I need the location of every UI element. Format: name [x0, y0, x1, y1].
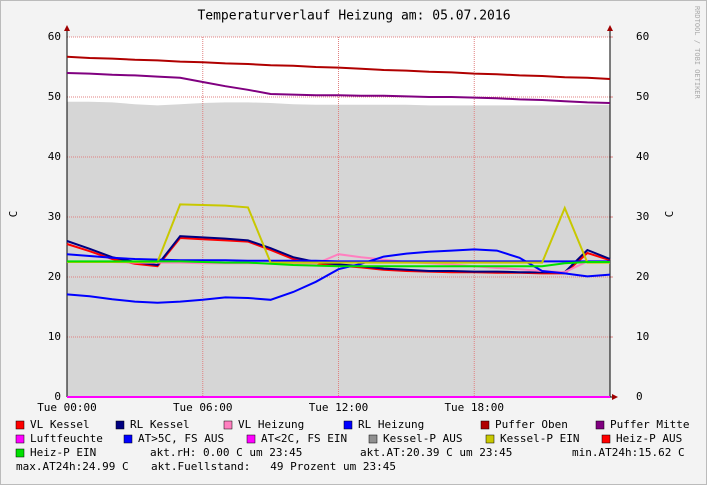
legend-label: AT>5C, FS AUS — [138, 432, 224, 445]
legend-label: Luftfeuchte — [30, 432, 103, 445]
y2-tick-label: 30 — [636, 210, 649, 223]
series-line — [66, 55, 611, 80]
legend-swatch — [223, 420, 233, 430]
legend-label: Heiz-P AUS — [616, 432, 682, 445]
legend-label: RL Heizung — [358, 418, 424, 431]
axis-arrow — [612, 394, 618, 400]
legend-swatch — [601, 434, 611, 444]
legend-label: VL Heizung — [238, 418, 304, 431]
x-tick-label: Tue 06:00 — [173, 401, 233, 414]
y2-tick-label: 10 — [636, 330, 649, 343]
y2-tick-label: 60 — [636, 30, 649, 43]
y-tick-label: 30 — [48, 210, 61, 223]
legend-label: Kessel-P EIN — [500, 432, 579, 445]
series-line — [66, 72, 611, 104]
series-line — [66, 235, 611, 274]
legend-label: Heiz-P EIN — [30, 446, 96, 459]
legend-label: Puffer Mitte — [610, 418, 689, 431]
annotation: akt.AT:20.39 C um 23:45 — [360, 446, 512, 459]
legend-swatch — [123, 434, 133, 444]
legend-swatch — [15, 434, 25, 444]
y2-tick-label: 0 — [636, 390, 643, 403]
series-line — [67, 260, 610, 268]
y2-tick-label: 20 — [636, 270, 649, 283]
series-line — [66, 248, 611, 304]
chart-title: Temperaturverlauf Heizung am: 05.07.2016 — [197, 9, 510, 24]
x-tick-label: Tue 18:00 — [444, 401, 504, 414]
legend-swatch — [485, 434, 495, 444]
y-tick-label: 0 — [54, 390, 61, 403]
legend-swatch — [15, 448, 25, 458]
annotation: max.AT24h:24.99 C — [16, 460, 129, 473]
annotation: akt.Fuellstand: 49 Prozent um 23:45 — [151, 460, 396, 473]
legend-label: AT<2C, FS EIN — [261, 432, 347, 445]
y-tick-label: 20 — [48, 270, 61, 283]
y2-tick-label: 50 — [636, 90, 649, 103]
legend-swatch — [595, 420, 605, 430]
legend-swatch — [246, 434, 256, 444]
x-tick-label: Tue 12:00 — [309, 401, 369, 414]
legend-swatch — [368, 434, 378, 444]
x-tick-label: Tue 00:00 — [37, 401, 97, 414]
annotation: akt.rH: 0.00 C um 23:45 — [150, 446, 302, 459]
axis-arrow — [64, 25, 70, 31]
legend-swatch — [15, 420, 25, 430]
legend-label: VL Kessel — [30, 418, 90, 431]
y2-axis-label: C — [663, 211, 676, 218]
watermark: RRDTOOL / TOBI OETIKER — [693, 6, 701, 100]
legend-swatch — [343, 420, 353, 430]
y-tick-label: 50 — [48, 90, 61, 103]
legend-swatch — [480, 420, 490, 430]
y-tick-label: 40 — [48, 150, 61, 163]
y-axis-label: C — [7, 211, 20, 218]
y-tick-label: 10 — [48, 330, 61, 343]
y-tick-label: 60 — [48, 30, 61, 43]
legend-label: RL Kessel — [130, 418, 190, 431]
annotation: min.AT24h:15.62 C — [572, 446, 685, 459]
axis-arrow — [607, 25, 613, 31]
y2-tick-label: 40 — [636, 150, 649, 163]
legend-label: Kessel-P AUS — [383, 432, 462, 445]
legend-swatch — [115, 420, 125, 430]
legend-label: Puffer Oben — [495, 418, 568, 431]
